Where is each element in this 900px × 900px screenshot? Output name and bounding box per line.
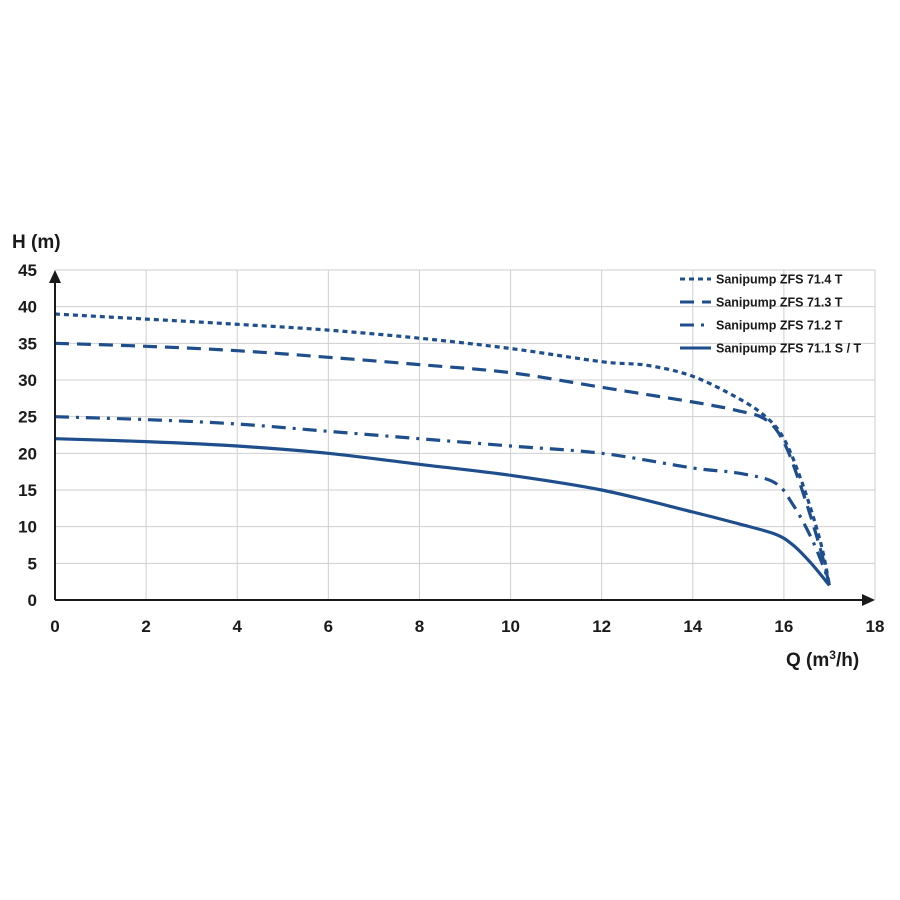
x-tick-label: 16 xyxy=(774,617,793,636)
series-lines xyxy=(54,312,831,587)
y-tick-label: 45 xyxy=(18,261,37,280)
x-tick-label: 6 xyxy=(324,617,333,636)
x-tick-label: 2 xyxy=(141,617,150,636)
legend-label: Sanipump ZFS 71.2 T xyxy=(716,319,843,333)
x-axis-title: Q (m3/h) xyxy=(786,648,859,671)
x-axis-arrow xyxy=(862,594,875,606)
x-tick-label: 12 xyxy=(592,617,611,636)
legend-label: Sanipump ZFS 71.4 T xyxy=(716,273,843,287)
series-line xyxy=(54,415,831,586)
tick-labels: 0 2 4 6 8 10 12 14 16 18 0 5 10 15 20 25 30 35 40 45 xyxy=(18,261,884,636)
x-tick-label: 14 xyxy=(683,617,702,636)
legend: Sanipump ZFS 71.4 T Sanipump ZFS 71.3 T Sa… xyxy=(680,273,862,356)
y-tick-label: 15 xyxy=(18,481,37,500)
series-line xyxy=(54,312,831,586)
y-tick-label: 20 xyxy=(18,444,37,463)
axes xyxy=(49,270,875,606)
x-tick-label: 0 xyxy=(50,617,59,636)
series-line xyxy=(54,341,831,586)
y-tick-label: 40 xyxy=(18,298,37,317)
x-tick-label: 10 xyxy=(501,617,520,636)
x-tick-label: 8 xyxy=(415,617,424,636)
y-axis-title: H (m) xyxy=(12,232,61,253)
y-tick-label: 30 xyxy=(18,371,37,390)
y-axis-arrow xyxy=(49,270,61,283)
legend-label: Sanipump ZFS 71.3 T xyxy=(716,296,843,310)
series-line xyxy=(54,437,831,587)
x-tick-label: 18 xyxy=(866,617,885,636)
grid xyxy=(55,269,876,600)
x-tick-label: 4 xyxy=(232,617,242,636)
y-tick-label: 25 xyxy=(18,408,37,427)
y-tick-label: 35 xyxy=(18,334,37,353)
y-tick-label: 5 xyxy=(28,554,37,573)
legend-label: Sanipump ZFS 71.1 S / T xyxy=(716,342,862,356)
y-tick-label: 10 xyxy=(18,518,37,537)
y-tick-label: 0 xyxy=(28,591,37,610)
